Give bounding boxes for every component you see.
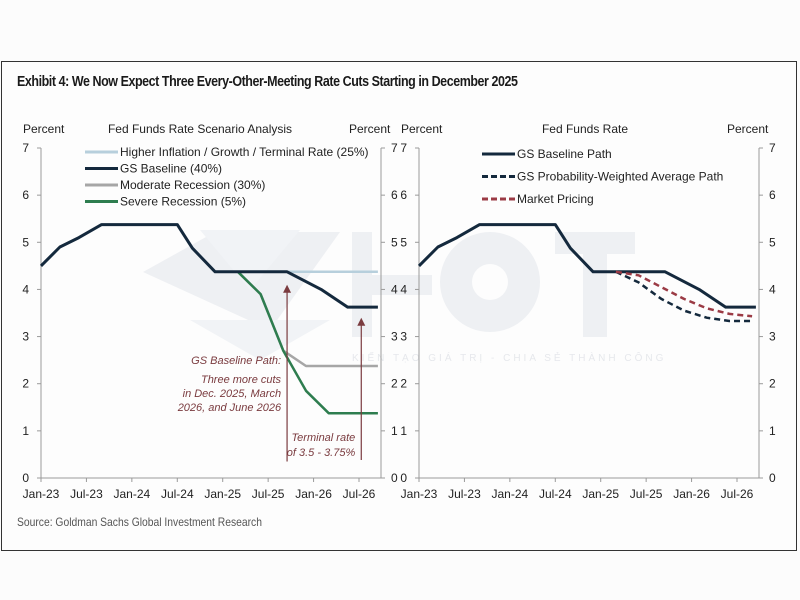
watermark-logo-shape — [583, 232, 607, 337]
x-tick-label: Jul-24 — [539, 487, 572, 501]
y-tick-label-right: 5 — [769, 235, 776, 249]
legend-label: Severe Recession (5%) — [120, 195, 246, 209]
y-tick-label-right: 4 — [769, 282, 776, 296]
legend-label: Market Pricing — [517, 192, 594, 206]
y-tick-label-left: 7 — [400, 141, 407, 155]
series-line-market-pricing — [615, 270, 753, 318]
x-tick-label: Jul-25 — [630, 487, 663, 501]
source-note: Source: Goldman Sachs Global Investment … — [17, 515, 262, 529]
y-tick-label-left: 5 — [22, 235, 29, 249]
exhibit-title: Exhibit 4: We Now Expect Three Every-Oth… — [17, 74, 518, 90]
y-tick-label-right: 4 — [391, 282, 398, 296]
watermark-logo-shape — [143, 232, 340, 330]
y-tick-label-right: 3 — [769, 330, 776, 344]
y-tick-label-right: 7 — [769, 141, 776, 155]
x-tick-label: Jul-26 — [343, 487, 376, 501]
chart-title: Fed Funds Rate — [542, 122, 628, 136]
legend-label: Moderate Recession (30%) — [120, 178, 265, 192]
annotation-text: Terminal rate — [291, 432, 355, 444]
y-axis-label-right: Percent — [349, 122, 391, 136]
y-tick-label-left: 7 — [22, 141, 29, 155]
annotation-text: of 3.5 - 3.75% — [287, 447, 356, 459]
x-tick-label: Jan-23 — [23, 487, 60, 501]
legend-label: GS Probability-Weighted Average Path — [517, 170, 723, 184]
y-tick-label-right: 0 — [391, 471, 398, 485]
series-line-severe-recession-5 — [237, 270, 378, 415]
x-tick-label: Jul-25 — [252, 487, 285, 501]
y-tick-label-left: 0 — [400, 471, 407, 485]
legend-label: GS Baseline (40%) — [120, 162, 222, 176]
y-tick-label-left: 6 — [400, 188, 407, 202]
legend-label: GS Baseline Path — [517, 147, 612, 161]
y-tick-label-right: 1 — [391, 424, 398, 438]
watermark-logo-shape — [200, 230, 300, 290]
y-tick-label-right: 0 — [769, 471, 776, 485]
x-tick-label: Jul-23 — [448, 487, 481, 501]
y-tick-label-left: 2 — [400, 377, 407, 391]
y-tick-label-left: 5 — [400, 235, 407, 249]
x-tick-label: Jul-26 — [721, 487, 754, 501]
arrowhead-icon — [283, 284, 292, 293]
y-tick-label-left: 6 — [22, 188, 29, 202]
series-line-gs-baseline-40 — [39, 223, 378, 309]
x-tick-label: Jan-24 — [492, 487, 529, 501]
x-tick-label: Jul-23 — [70, 487, 103, 501]
watermark-logo-shape — [190, 320, 330, 360]
watermark-logo-shape — [472, 264, 508, 300]
y-tick-label-right: 6 — [391, 188, 398, 202]
y-tick-label-left: 1 — [400, 424, 407, 438]
y-tick-label-left: 4 — [22, 282, 29, 296]
y-tick-label-left: 0 — [22, 471, 29, 485]
y-tick-label-left: 2 — [22, 377, 29, 391]
x-tick-label: Jan-26 — [673, 487, 710, 501]
y-axis-label-left: Percent — [23, 122, 65, 136]
scenario-analysis-chart: Fed Funds Rate Scenario Analysis Percent P… — [22, 122, 398, 501]
x-tick-label: Jul-24 — [161, 487, 194, 501]
y-tick-label-left: 3 — [22, 330, 29, 344]
series-line-gs-probability-weighted-average-path — [615, 270, 753, 323]
x-tick-label: Jan-25 — [582, 487, 619, 501]
series-line-gs-baseline-path — [417, 223, 756, 309]
y-axis-label-left: Percent — [401, 122, 443, 136]
x-tick-label: Jan-23 — [401, 487, 438, 501]
y-tick-label-left: 1 — [22, 424, 29, 438]
watermark-tagline: KIẾN TẠO GIÁ TRỊ - CHIA SẺ THÀNH CÔNG — [352, 351, 666, 364]
y-tick-label-left: 3 — [400, 330, 407, 344]
y-tick-label-right: 5 — [391, 235, 398, 249]
annotation-text: Three more cuts — [201, 374, 282, 386]
y-tick-label-right: 6 — [769, 188, 776, 202]
watermark-logo-shape — [352, 275, 432, 295]
y-tick-label-right: 7 — [391, 141, 398, 155]
x-tick-label: Jan-25 — [204, 487, 241, 501]
fed-funds-rate-chart: Fed Funds Rate Percent Percent 0 0 1 1 2 2 3 3 4 4 5 5… — [400, 122, 776, 501]
y-tick-label-left: 4 — [400, 282, 407, 296]
exhibit-frame — [1, 61, 797, 551]
y-axis-label-right: Percent — [727, 122, 769, 136]
chart-title: Fed Funds Rate Scenario Analysis — [108, 122, 292, 136]
y-tick-label-right: 2 — [391, 377, 398, 391]
annotation-text: in Dec. 2025, March — [183, 388, 281, 400]
y-tick-label-right: 2 — [769, 377, 776, 391]
y-tick-label-right: 1 — [769, 424, 776, 438]
y-tick-label-right: 3 — [391, 330, 398, 344]
x-tick-label: Jan-26 — [295, 487, 332, 501]
arrowhead-icon — [357, 317, 366, 326]
annotation-text: 2026, and June 2026 — [177, 402, 282, 414]
annotation-text: GS Baseline Path: — [191, 355, 281, 367]
watermark: KIẾN TẠO GIÁ TRỊ - CHIA SẺ THÀNH CÔNG — [143, 230, 666, 364]
legend-label: Higher Inflation / Growth / Terminal Rat… — [120, 145, 369, 159]
x-tick-label: Jan-24 — [114, 487, 151, 501]
